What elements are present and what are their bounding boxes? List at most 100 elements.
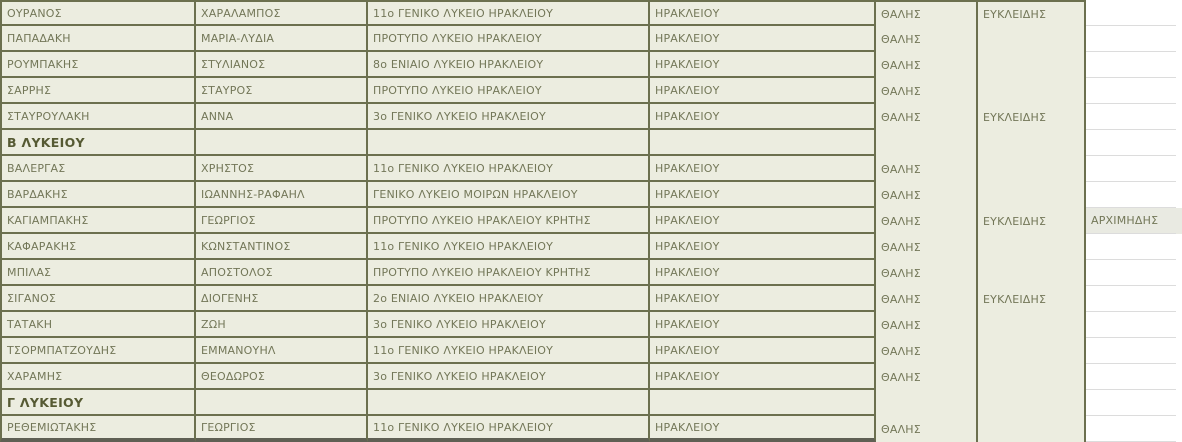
cell-first-name[interactable]: ΑΝΝΑ xyxy=(196,104,368,130)
cell-city[interactable]: ΗΡΑΚΛΕΙΟΥ xyxy=(650,312,876,338)
cell-eykleidis[interactable]: ΕΥΚΛΕΙΔΗΣ xyxy=(978,0,1086,26)
cell-city[interactable]: ΗΡΑΚΛΕΙΟΥ xyxy=(650,364,876,390)
cell-first-name[interactable]: ΚΩΝΣΤΑΝΤΙΝΟΣ xyxy=(196,234,368,260)
cell-grid-edge[interactable] xyxy=(1176,208,1182,234)
cell-school[interactable]: 3ο ΓΕΝΙΚΟ ΛΥΚΕΙΟ ΗΡΑΚΛΕΙΟΥ xyxy=(368,104,650,130)
cell-eykleidis[interactable] xyxy=(978,52,1086,78)
cell-last-name[interactable]: ΡΕΘΕΜΙΩΤΑΚΗΣ xyxy=(0,416,196,442)
cell-eykleidis[interactable] xyxy=(978,416,1086,442)
cell-eykleidis[interactable] xyxy=(978,260,1086,286)
cell-archimedes[interactable] xyxy=(1086,416,1176,442)
cell-archimedes[interactable] xyxy=(1086,104,1176,130)
cell-eykleidis[interactable] xyxy=(978,364,1086,390)
cell-first-name[interactable]: ΜΑΡΙΑ-ΛΥΔΙΑ xyxy=(196,26,368,52)
cell-grid-edge[interactable] xyxy=(1176,104,1182,130)
cell-thalis[interactable]: ΘΑΛΗΣ xyxy=(876,182,978,208)
cell-last-name[interactable]: ΣΑΡΡΗΣ xyxy=(0,78,196,104)
cell-last-name[interactable]: ΚΑΦΑΡΑΚΗΣ xyxy=(0,234,196,260)
cell-thalis[interactable]: ΘΑΛΗΣ xyxy=(876,156,978,182)
cell-thalis[interactable]: ΘΑΛΗΣ xyxy=(876,104,978,130)
cell-grid-edge[interactable] xyxy=(1176,312,1182,338)
cell-city[interactable]: ΗΡΑΚΛΕΙΟΥ xyxy=(650,208,876,234)
cell-archimedes[interactable] xyxy=(1086,182,1176,208)
cell-first-name[interactable]: ΕΜΜΑΝΟΥΗΛ xyxy=(196,338,368,364)
cell-archimedes[interactable] xyxy=(1086,130,1176,156)
cell-thalis[interactable] xyxy=(876,390,978,416)
cell-archimedes[interactable] xyxy=(1086,26,1176,52)
cell-city[interactable] xyxy=(650,390,876,416)
cell-thalis[interactable]: ΘΑΛΗΣ xyxy=(876,312,978,338)
cell-grid-edge[interactable] xyxy=(1176,26,1182,52)
cell-city[interactable]: ΗΡΑΚΛΕΙΟΥ xyxy=(650,104,876,130)
section-label-cell[interactable]: Γ ΛΥΚΕΙΟΥ xyxy=(0,390,196,416)
cell-archimedes[interactable] xyxy=(1086,312,1176,338)
cell-archimedes[interactable] xyxy=(1086,286,1176,312)
cell-first-name[interactable]: ΑΠΟΣΤΟΛΟΣ xyxy=(196,260,368,286)
cell-first-name[interactable]: ΣΤΑΥΡΟΣ xyxy=(196,78,368,104)
cell-archimedes[interactable] xyxy=(1086,338,1176,364)
cell-school[interactable]: 3ο ΓΕΝΙΚΟ ΛΥΚΕΙΟ ΗΡΑΚΛΕΙΟΥ xyxy=(368,364,650,390)
cell-thalis[interactable]: ΘΑΛΗΣ xyxy=(876,364,978,390)
cell-eykleidis[interactable]: ΕΥΚΛΕΙΔΗΣ xyxy=(978,286,1086,312)
cell-first-name[interactable]: ΧΑΡΑΛΑΜΠΟΣ xyxy=(196,0,368,26)
cell-last-name[interactable]: ΜΠΙΛΑΣ xyxy=(0,260,196,286)
cell-last-name[interactable]: ΡΟΥΜΠΑΚΗΣ xyxy=(0,52,196,78)
cell-city[interactable] xyxy=(650,130,876,156)
cell-thalis[interactable]: ΘΑΛΗΣ xyxy=(876,234,978,260)
cell-first-name[interactable]: ΖΩΗ xyxy=(196,312,368,338)
cell-archimedes[interactable] xyxy=(1086,156,1176,182)
cell-grid-edge[interactable] xyxy=(1176,364,1182,390)
cell-school[interactable]: ΠΡΟΤΥΠΟ ΛΥΚΕΙΟ ΗΡΑΚΛΕΙΟΥ ΚΡΗΤΗΣ xyxy=(368,260,650,286)
cell-last-name[interactable]: ΒΑΛΕΡΓΑΣ xyxy=(0,156,196,182)
cell-city[interactable]: ΗΡΑΚΛΕΙΟΥ xyxy=(650,338,876,364)
cell-eykleidis[interactable] xyxy=(978,26,1086,52)
cell-first-name[interactable]: ΓΕΩΡΓΙΟΣ xyxy=(196,208,368,234)
cell-grid-edge[interactable] xyxy=(1176,390,1182,416)
cell-last-name[interactable]: ΧΑΡΑΜΗΣ xyxy=(0,364,196,390)
cell-last-name[interactable]: ΟΥΡΑΝΟΣ xyxy=(0,0,196,26)
cell-grid-edge[interactable] xyxy=(1176,52,1182,78)
cell-grid-edge[interactable] xyxy=(1176,156,1182,182)
cell-archimedes[interactable] xyxy=(1086,260,1176,286)
cell-first-name[interactable]: ΘΕΟΔΩΡΟΣ xyxy=(196,364,368,390)
cell-eykleidis[interactable] xyxy=(978,182,1086,208)
cell-eykleidis[interactable]: ΕΥΚΛΕΙΔΗΣ xyxy=(978,104,1086,130)
cell-city[interactable]: ΗΡΑΚΛΕΙΟΥ xyxy=(650,234,876,260)
cell-eykleidis[interactable]: ΕΥΚΛΕΙΔΗΣ xyxy=(978,208,1086,234)
cell-first-name[interactable] xyxy=(196,390,368,416)
cell-city[interactable]: ΗΡΑΚΛΕΙΟΥ xyxy=(650,0,876,26)
cell-thalis[interactable]: ΘΑΛΗΣ xyxy=(876,260,978,286)
cell-archimedes[interactable] xyxy=(1086,0,1176,26)
cell-city[interactable]: ΗΡΑΚΛΕΙΟΥ xyxy=(650,260,876,286)
cell-first-name[interactable]: ΧΡΗΣΤΟΣ xyxy=(196,156,368,182)
cell-grid-edge[interactable] xyxy=(1176,260,1182,286)
cell-school[interactable]: 11ο ΓΕΝΙΚΟ ΛΥΚΕΙΟ ΗΡΑΚΛΕΙΟΥ xyxy=(368,338,650,364)
cell-last-name[interactable]: ΤΣΟΡΜΠΑΤΖΟΥΔΗΣ xyxy=(0,338,196,364)
cell-thalis[interactable]: ΘΑΛΗΣ xyxy=(876,416,978,442)
cell-school[interactable]: 11ο ΓΕΝΙΚΟ ΛΥΚΕΙΟ ΗΡΑΚΛΕΙΟΥ xyxy=(368,156,650,182)
cell-archimedes[interactable] xyxy=(1086,52,1176,78)
cell-eykleidis[interactable] xyxy=(978,338,1086,364)
cell-last-name[interactable]: ΣΤΑΥΡΟΥΛΑΚΗ xyxy=(0,104,196,130)
cell-first-name[interactable]: ΙΩΑΝΝΗΣ-ΡΑΦΑΗΛ xyxy=(196,182,368,208)
cell-school[interactable]: 11ο ΓΕΝΙΚΟ ΛΥΚΕΙΟ ΗΡΑΚΛΕΙΟΥ xyxy=(368,416,650,442)
cell-school[interactable]: 3ο ΓΕΝΙΚΟ ΛΥΚΕΙΟ ΗΡΑΚΛΕΙΟΥ xyxy=(368,312,650,338)
cell-thalis[interactable]: ΘΑΛΗΣ xyxy=(876,338,978,364)
cell-school[interactable]: ΓΕΝΙΚΟ ΛΥΚΕΙΟ ΜΟΙΡΩΝ ΗΡΑΚΛΕΙΟΥ xyxy=(368,182,650,208)
cell-archimedes[interactable]: ΑΡΧΙΜΗΔΗΣ xyxy=(1086,208,1176,234)
cell-grid-edge[interactable] xyxy=(1176,182,1182,208)
cell-eykleidis[interactable] xyxy=(978,312,1086,338)
cell-thalis[interactable] xyxy=(876,130,978,156)
cell-grid-edge[interactable] xyxy=(1176,0,1182,26)
cell-last-name[interactable]: ΠΑΠΑΔΑΚΗ xyxy=(0,26,196,52)
cell-last-name[interactable]: ΚΑΓΙΑΜΠΑΚΗΣ xyxy=(0,208,196,234)
section-label-cell[interactable]: Β ΛΥΚΕΙΟΥ xyxy=(0,130,196,156)
cell-first-name[interactable]: ΣΤΥΛΙΑΝΟΣ xyxy=(196,52,368,78)
cell-eykleidis[interactable] xyxy=(978,130,1086,156)
cell-school[interactable] xyxy=(368,390,650,416)
cell-thalis[interactable]: ΘΑΛΗΣ xyxy=(876,26,978,52)
cell-school[interactable]: 11ο ΓΕΝΙΚΟ ΛΥΚΕΙΟ ΗΡΑΚΛΕΙΟΥ xyxy=(368,234,650,260)
cell-archimedes[interactable] xyxy=(1086,234,1176,260)
cell-city[interactable]: ΗΡΑΚΛΕΙΟΥ xyxy=(650,156,876,182)
cell-city[interactable]: ΗΡΑΚΛΕΙΟΥ xyxy=(650,52,876,78)
